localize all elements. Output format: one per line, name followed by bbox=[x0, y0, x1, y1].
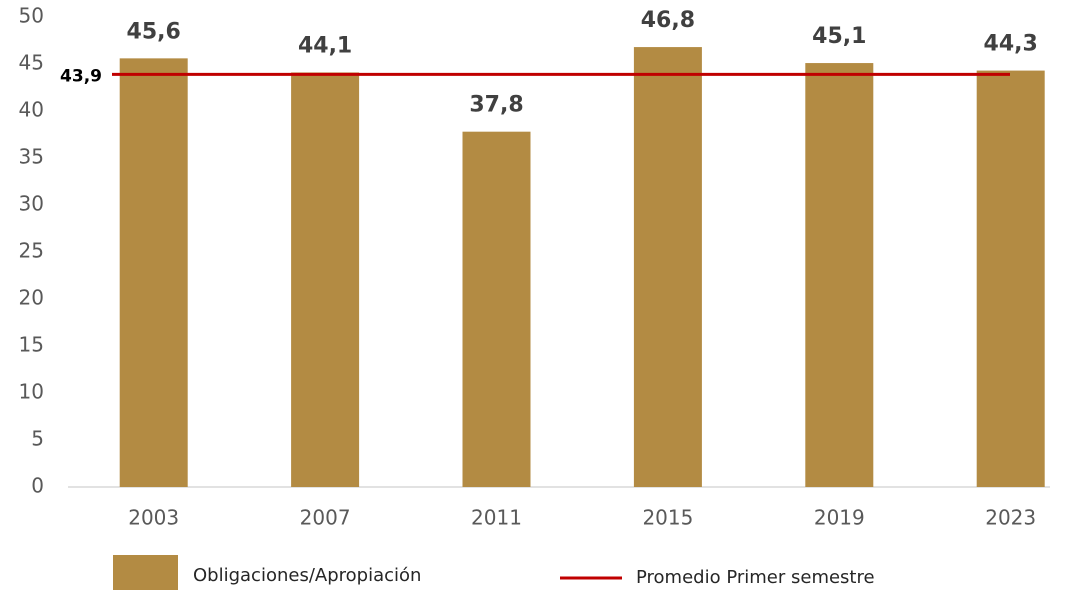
y-tick-label: 35 bbox=[19, 145, 44, 169]
legend-label: Obligaciones/Apropiación bbox=[193, 565, 421, 586]
y-tick-label: 40 bbox=[19, 98, 44, 122]
y-tick-label: 30 bbox=[19, 192, 44, 216]
data-label: 45,6 bbox=[127, 19, 181, 44]
x-tick-label: 2003 bbox=[128, 506, 179, 530]
x-tick-label: 2011 bbox=[471, 506, 522, 530]
x-tick-label: 2023 bbox=[985, 506, 1036, 530]
y-tick-label: 50 bbox=[19, 4, 44, 28]
x-tick-label: 2007 bbox=[300, 506, 351, 530]
bar bbox=[633, 47, 702, 487]
data-label: 46,8 bbox=[641, 8, 695, 33]
y-tick-label: 25 bbox=[19, 239, 44, 263]
legend-swatch bbox=[113, 555, 178, 590]
bar bbox=[291, 72, 360, 488]
y-tick-label: 20 bbox=[19, 286, 44, 310]
data-label: 45,1 bbox=[812, 24, 866, 49]
data-label: 44,1 bbox=[298, 33, 352, 58]
bar bbox=[119, 58, 188, 488]
data-label: 37,8 bbox=[469, 93, 523, 118]
data-label: 44,3 bbox=[984, 32, 1038, 57]
reference-label: 43,9 bbox=[60, 66, 102, 86]
y-tick-label: 0 bbox=[31, 474, 44, 498]
x-tick-label: 2015 bbox=[642, 506, 693, 530]
y-tick-label: 15 bbox=[19, 333, 44, 357]
bar bbox=[462, 131, 531, 487]
legend-label: Promedio Primer semestre bbox=[636, 567, 875, 588]
y-tick-label: 45 bbox=[19, 51, 44, 75]
bar bbox=[976, 70, 1045, 487]
bar bbox=[805, 63, 874, 488]
x-tick-label: 2019 bbox=[814, 506, 865, 530]
y-tick-label: 10 bbox=[19, 380, 44, 404]
y-tick-label: 5 bbox=[31, 427, 44, 451]
